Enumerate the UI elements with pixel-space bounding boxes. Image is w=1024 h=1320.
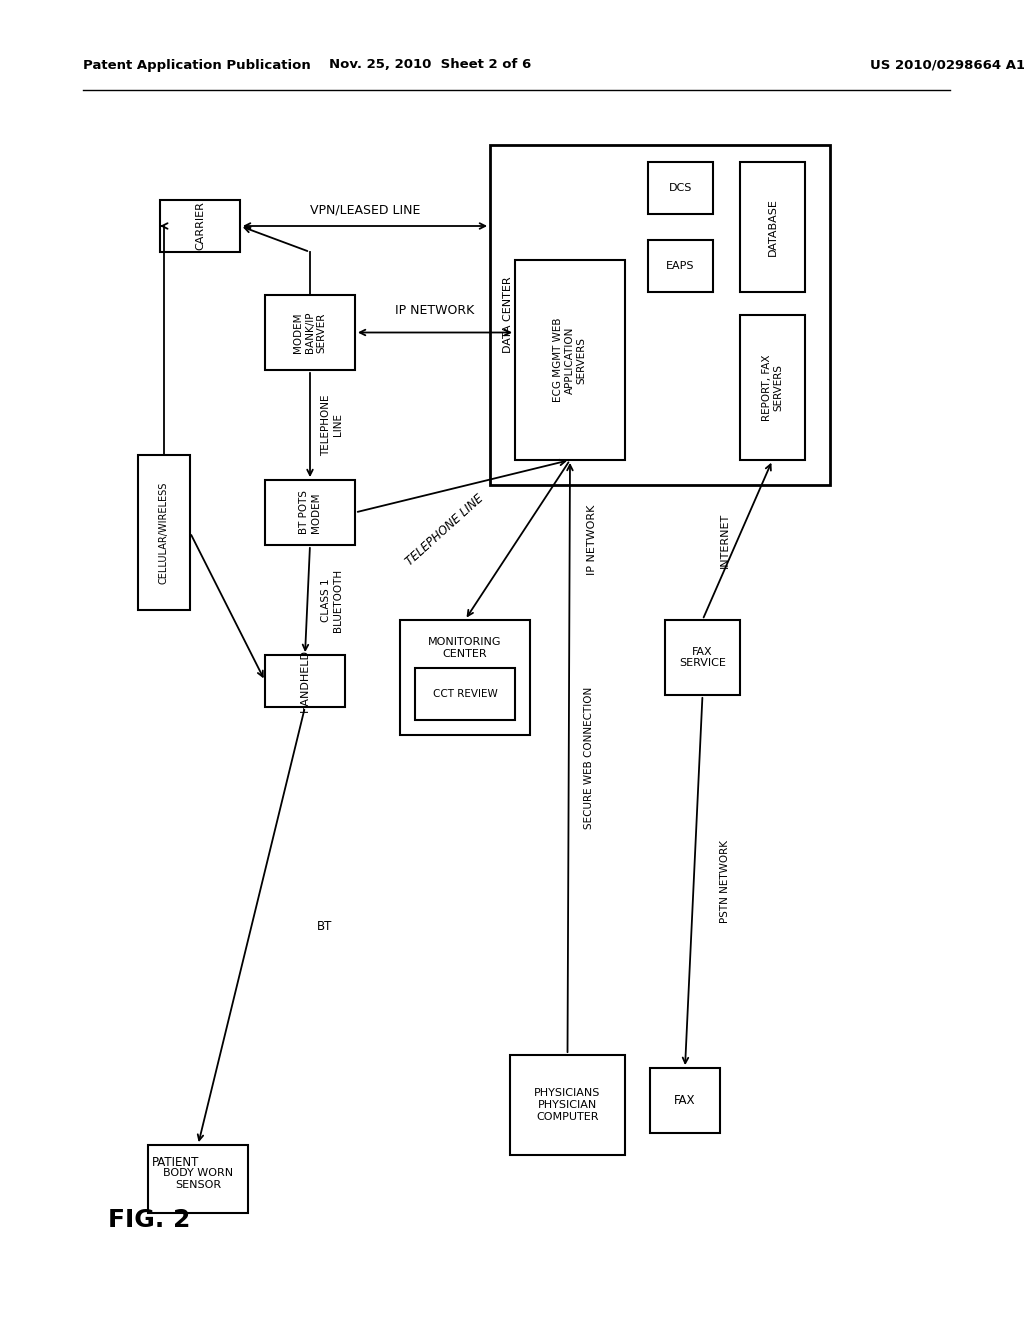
Bar	[510, 1055, 625, 1155]
Text: BODY WORN
SENSOR: BODY WORN SENSOR	[163, 1168, 233, 1189]
Text: REPORT, FAX
SERVERS: REPORT, FAX SERVERS	[762, 354, 783, 421]
Text: DATA CENTER: DATA CENTER	[503, 277, 513, 354]
Bar	[648, 240, 713, 292]
Text: CLASS 1
BLUETOOTH: CLASS 1 BLUETOOTH	[322, 569, 343, 631]
Text: BT POTS
MODEM: BT POTS MODEM	[299, 491, 321, 535]
Text: TELEPHONE LINE: TELEPHONE LINE	[403, 492, 486, 568]
Text: CELLULAR/WIRELESS: CELLULAR/WIRELESS	[159, 482, 169, 583]
Text: SECURE WEB CONNECTION: SECURE WEB CONNECTION	[585, 686, 595, 829]
Bar	[415, 668, 515, 719]
Text: MODEM
BANK/IP
SERVER: MODEM BANK/IP SERVER	[294, 312, 327, 354]
Text: PATIENT: PATIENT	[152, 1156, 200, 1170]
Text: MONITORING
CENTER: MONITORING CENTER	[428, 638, 502, 659]
Text: ECG MGMT WEB
APPLICATION
SERVERS: ECG MGMT WEB APPLICATION SERVERS	[553, 318, 587, 403]
Bar	[265, 294, 355, 370]
Bar	[138, 455, 190, 610]
Bar	[515, 260, 625, 459]
Text: BT: BT	[317, 920, 333, 932]
Bar	[740, 315, 805, 459]
Bar	[490, 145, 830, 484]
Bar	[740, 162, 805, 292]
Text: FAX: FAX	[674, 1094, 695, 1107]
Text: Nov. 25, 2010  Sheet 2 of 6: Nov. 25, 2010 Sheet 2 of 6	[329, 58, 531, 71]
Text: INTERNET: INTERNET	[720, 512, 729, 568]
Text: PSTN NETWORK: PSTN NETWORK	[720, 840, 729, 923]
Text: PHYSICIANS
PHYSICIAN
COMPUTER: PHYSICIANS PHYSICIAN COMPUTER	[535, 1089, 601, 1122]
Bar	[400, 620, 530, 735]
Text: US 2010/0298664 A1: US 2010/0298664 A1	[870, 58, 1024, 71]
Text: HANDHELD: HANDHELD	[300, 649, 310, 713]
Bar	[648, 162, 713, 214]
Text: DCS: DCS	[669, 183, 692, 193]
Bar	[160, 201, 240, 252]
Text: FAX
SERVICE: FAX SERVICE	[679, 647, 726, 668]
Bar	[665, 620, 740, 696]
Text: EAPS: EAPS	[667, 261, 694, 271]
Text: CARRIER: CARRIER	[195, 202, 205, 251]
Bar	[265, 480, 355, 545]
Bar	[650, 1068, 720, 1133]
Text: Patent Application Publication: Patent Application Publication	[83, 58, 310, 71]
Text: TELEPHONE
LINE: TELEPHONE LINE	[322, 395, 343, 455]
Text: CCT REVIEW: CCT REVIEW	[432, 689, 498, 700]
Bar	[148, 1144, 248, 1213]
Text: FIG. 2: FIG. 2	[108, 1208, 190, 1232]
Text: DATABASE: DATABASE	[768, 198, 777, 256]
Text: VPN/LEASED LINE: VPN/LEASED LINE	[310, 203, 420, 216]
Text: IP NETWORK: IP NETWORK	[395, 304, 475, 317]
Bar	[265, 655, 345, 708]
Text: IP NETWORK: IP NETWORK	[587, 504, 597, 576]
